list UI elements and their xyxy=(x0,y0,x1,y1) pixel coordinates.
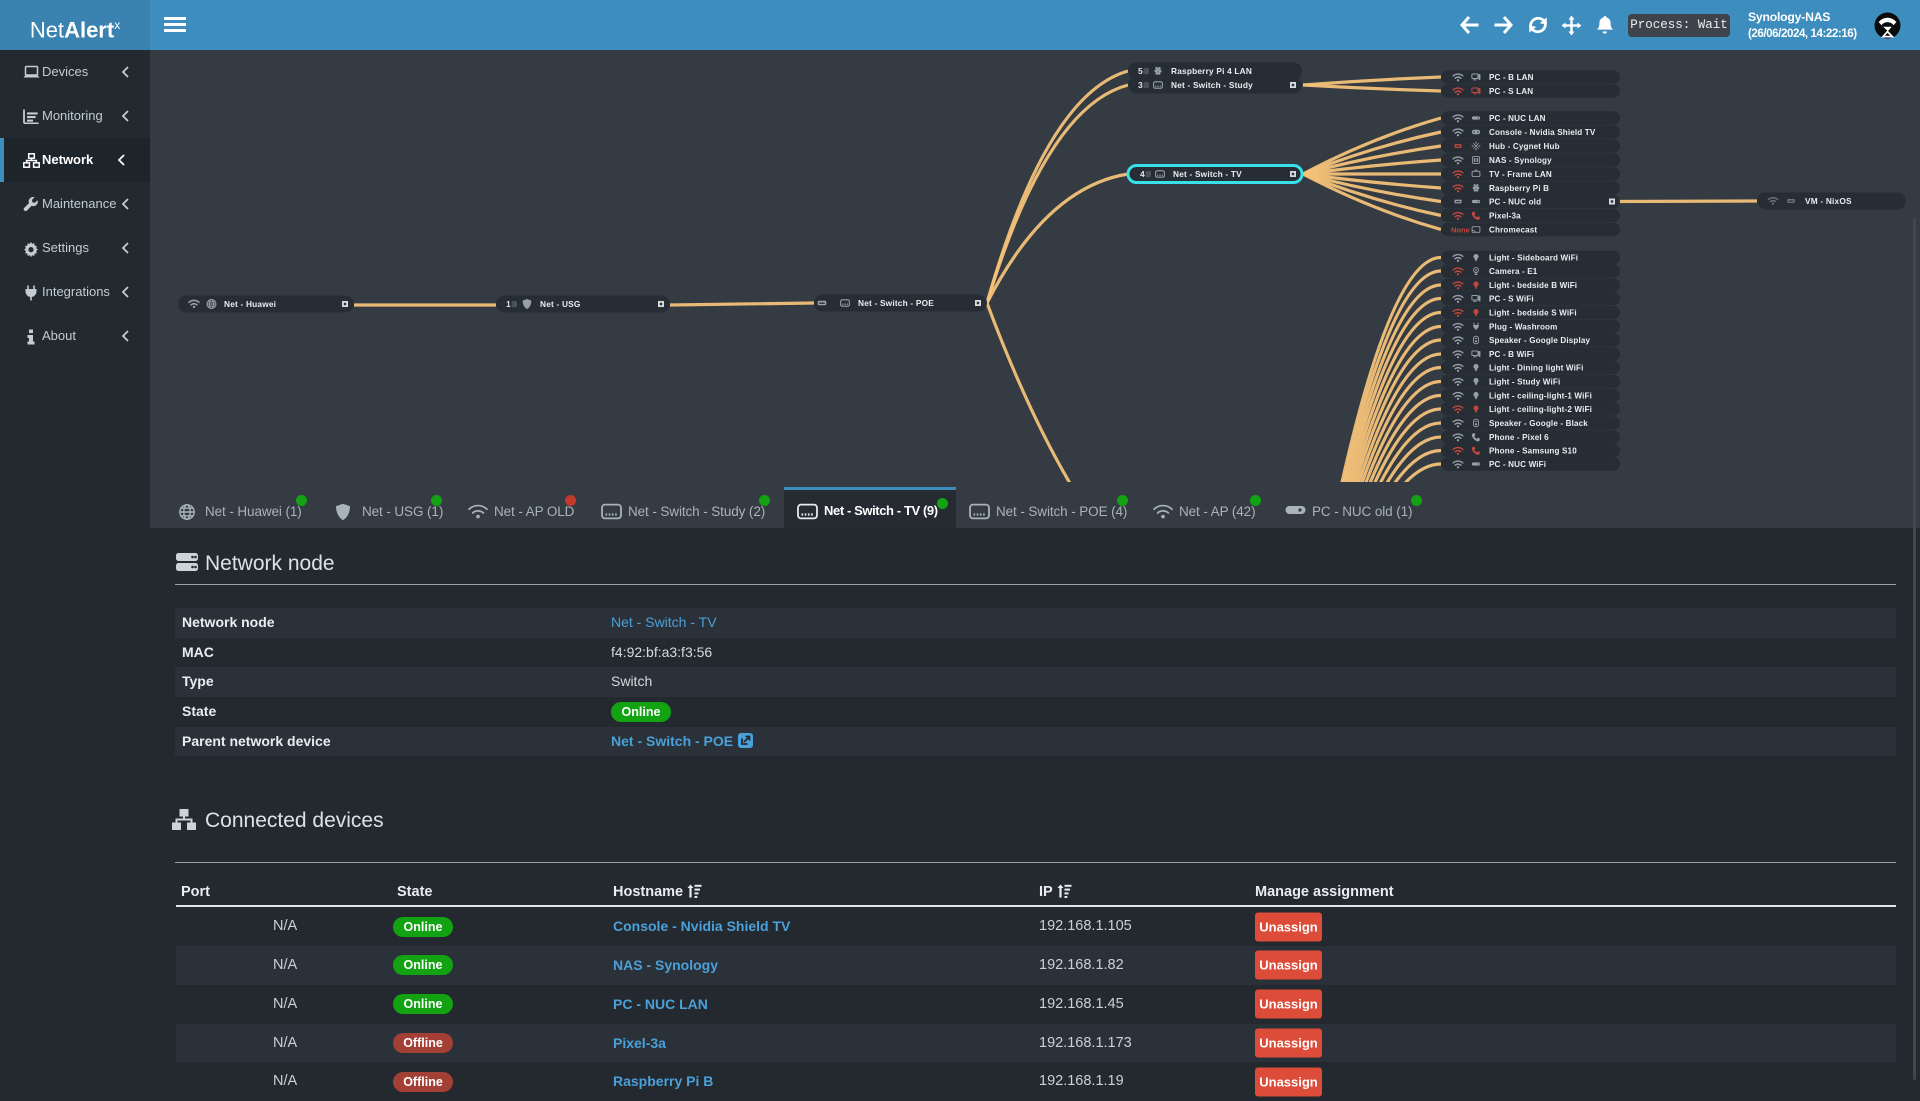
svg-text:Net - Switch - POE: Net - Switch - POE xyxy=(858,298,934,308)
svg-text:PC - NUC WiFi: PC - NUC WiFi xyxy=(1489,460,1546,469)
svg-text:Speaker - Google - Black: Speaker - Google - Black xyxy=(1489,419,1588,428)
svg-text:Net - Switch - Study: Net - Switch - Study xyxy=(1171,80,1253,90)
svg-text:Net - Huawei: Net - Huawei xyxy=(224,299,276,309)
svg-text:Console - Nvidia Shield TV: Console - Nvidia Shield TV xyxy=(1489,128,1596,137)
svg-text:Light - bedside S WiFi: Light - bedside S WiFi xyxy=(1489,309,1577,318)
svg-text:TV - Frame LAN: TV - Frame LAN xyxy=(1489,170,1552,179)
svg-text:4: 4 xyxy=(1140,169,1145,179)
svg-text:Raspberry Pi B: Raspberry Pi B xyxy=(1489,184,1549,193)
svg-text:Net - Switch - TV: Net - Switch - TV xyxy=(1173,169,1242,179)
svg-text:Camera - E1: Camera - E1 xyxy=(1489,267,1538,276)
svg-text:Light - ceiling-light-1 WiFi: Light - ceiling-light-1 WiFi xyxy=(1489,392,1592,401)
svg-text:PC - B LAN: PC - B LAN xyxy=(1489,73,1534,82)
svg-text:PC - NUC LAN: PC - NUC LAN xyxy=(1489,114,1546,123)
svg-text:PC - S WiFi: PC - S WiFi xyxy=(1489,295,1534,304)
svg-text:1: 1 xyxy=(506,299,511,309)
svg-text:NAS - Synology: NAS - Synology xyxy=(1489,156,1552,165)
svg-text:Phone - Samsung S10: Phone - Samsung S10 xyxy=(1489,447,1577,456)
svg-text:VM - NixOS: VM - NixOS xyxy=(1805,196,1852,206)
svg-text:Net - USG: Net - USG xyxy=(540,299,581,309)
svg-text:Speaker - Google Display: Speaker - Google Display xyxy=(1489,336,1591,345)
svg-text:Raspberry Pi 4 LAN: Raspberry Pi 4 LAN xyxy=(1171,66,1252,76)
svg-text:PC - B WiFi: PC - B WiFi xyxy=(1489,350,1534,359)
svg-text:5: 5 xyxy=(1138,66,1143,76)
svg-text:Light - Dining light WiFi: Light - Dining light WiFi xyxy=(1489,364,1583,373)
svg-text:None: None xyxy=(1451,226,1470,235)
svg-text:Pixel-3a: Pixel-3a xyxy=(1489,212,1521,221)
svg-text:Light - ceiling-light-2 WiFi: Light - ceiling-light-2 WiFi xyxy=(1489,405,1592,414)
svg-text:Plug - Washroom: Plug - Washroom xyxy=(1489,323,1558,332)
svg-text:Chromecast: Chromecast xyxy=(1489,226,1537,235)
svg-text:Phone - Pixel 6: Phone - Pixel 6 xyxy=(1489,433,1549,442)
svg-text:Light - Sideboard WiFi: Light - Sideboard WiFi xyxy=(1489,254,1578,263)
svg-text:3: 3 xyxy=(1138,80,1143,90)
svg-text:Hub - Cygnet Hub: Hub - Cygnet Hub xyxy=(1489,142,1560,151)
svg-text:PC - S LAN: PC - S LAN xyxy=(1489,87,1533,96)
svg-text:PC - NUC old: PC - NUC old xyxy=(1489,198,1541,207)
svg-text:Light - bedside B WiFi: Light - bedside B WiFi xyxy=(1489,281,1577,290)
svg-text:Light - Study WiFi: Light - Study WiFi xyxy=(1489,378,1560,387)
